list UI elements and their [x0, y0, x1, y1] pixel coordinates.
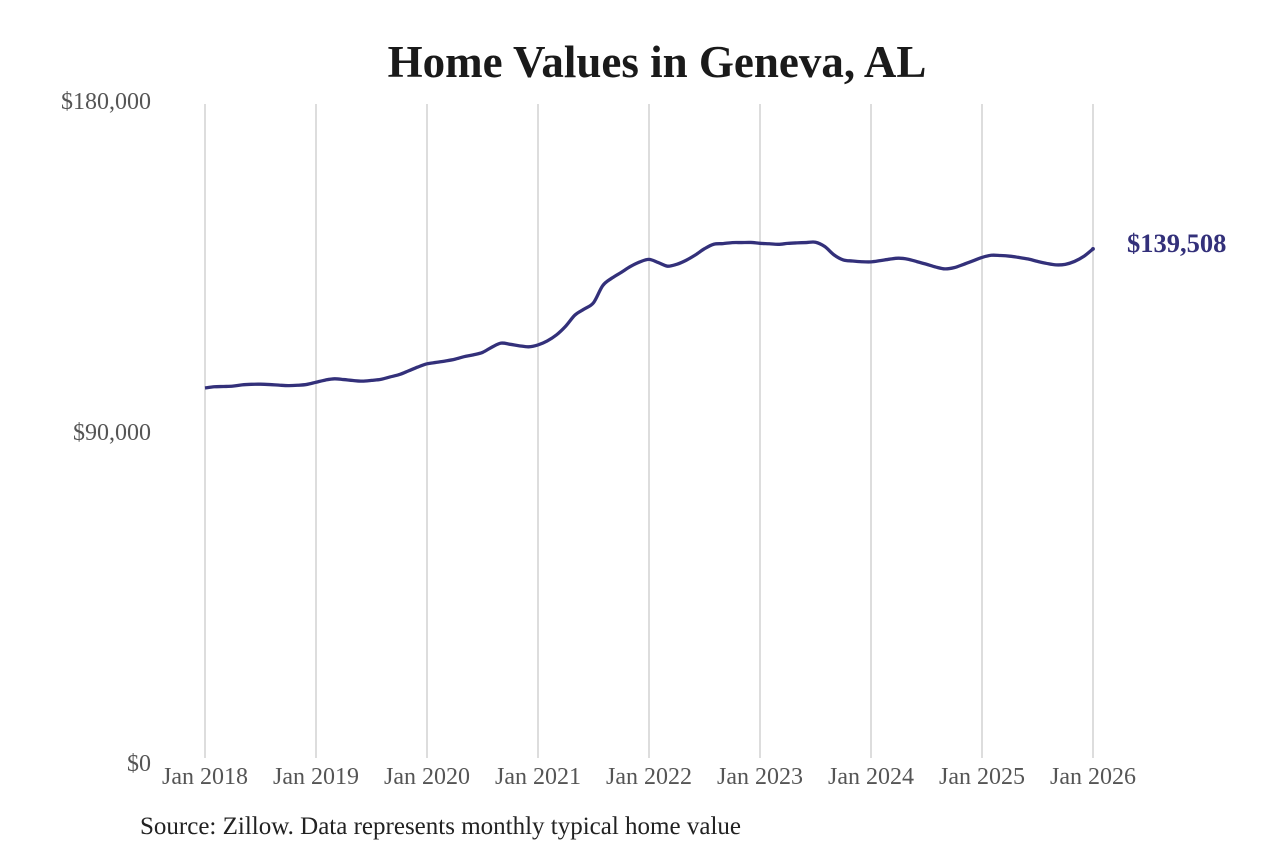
svg-text:$139,508: $139,508	[1127, 228, 1226, 258]
svg-text:Jan 2021: Jan 2021	[495, 764, 581, 790]
svg-text:$180,000: $180,000	[61, 89, 151, 115]
svg-text:Jan 2023: Jan 2023	[717, 764, 803, 790]
svg-text:Jan 2018: Jan 2018	[162, 764, 248, 790]
svg-text:Jan 2019: Jan 2019	[273, 764, 359, 790]
svg-text:$0: $0	[127, 751, 151, 777]
svg-text:Jan 2022: Jan 2022	[606, 764, 692, 790]
svg-text:Jan 2024: Jan 2024	[828, 764, 914, 790]
svg-text:Jan 2020: Jan 2020	[384, 764, 470, 790]
svg-text:Jan 2025: Jan 2025	[939, 764, 1025, 790]
svg-text:$90,000: $90,000	[73, 420, 151, 446]
svg-text:Jan 2026: Jan 2026	[1050, 764, 1136, 790]
